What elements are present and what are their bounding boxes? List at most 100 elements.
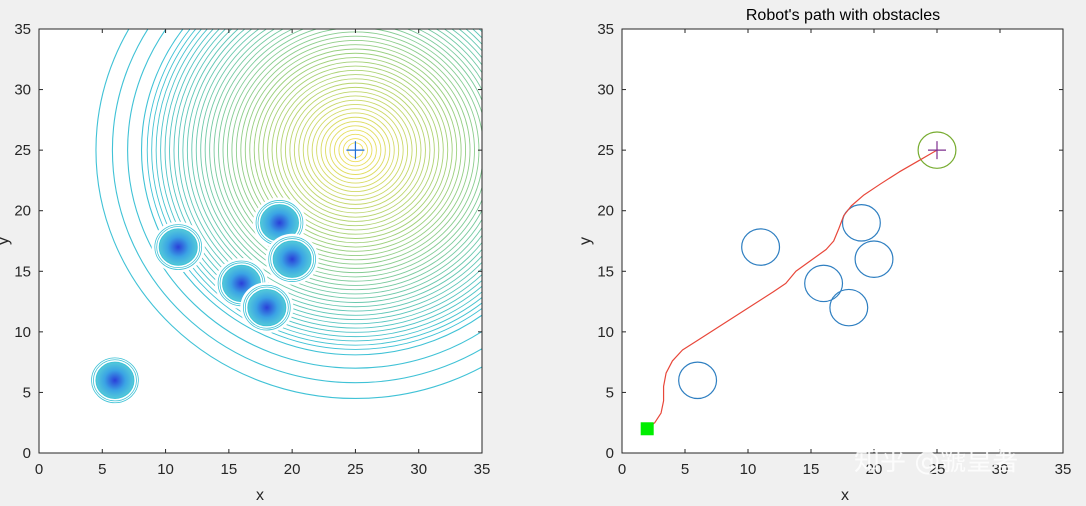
robot-path-marks — [640, 131, 957, 436]
watermark-text: 知乎 @虢皇著 — [854, 447, 1018, 477]
attractive-contour-ring — [141, 29, 482, 356]
robot-path-x-tick-label: 0 — [618, 461, 626, 478]
potential-field-x-tick-label: 35 — [474, 461, 491, 478]
robot-path-x-tick-label: 30 — [992, 461, 1009, 478]
attractive-contour-ring — [249, 48, 462, 252]
attractive-contour-ring — [271, 69, 440, 231]
potential-field-x-tick-label: 10 — [157, 461, 174, 478]
attractive-contour-ring — [191, 29, 482, 308]
potential-field-y-tick-label: 20 — [14, 203, 31, 220]
robot-path-y-axis-label: y — [577, 237, 594, 245]
robot-path-y-tick-label: 20 — [597, 203, 614, 220]
obstacle-circle — [854, 240, 894, 278]
attractive-contour-ring — [235, 35, 475, 265]
robot-path-y-tick-label: 15 — [597, 263, 614, 280]
attractive-contour-ring — [284, 82, 426, 218]
attractive-contour-ring — [325, 121, 386, 180]
potential-field-y-tick-label: 15 — [14, 263, 31, 280]
potential-field-x-tick-label: 30 — [410, 461, 427, 478]
attractive-contour-ring — [293, 91, 417, 210]
attractive-contour-ring — [222, 29, 482, 278]
attractive-contour-ring — [307, 104, 404, 197]
robot-path-axes-frame — [621, 28, 1064, 454]
attractive-contour-ring — [182, 29, 482, 316]
potential-field-contours — [88, 29, 482, 406]
attractive-contour-ring — [213, 29, 482, 286]
robot-path-x-tick-label: 5 — [681, 461, 689, 478]
attractive-contour-ring — [240, 40, 471, 261]
obstacle-contour-ring — [243, 284, 291, 331]
attractive-contour-ring — [200, 29, 482, 299]
robot-path-ticks: 0 5 10 15 20 25 30 35 0 5 10 15 20 25 30 35 — [597, 21, 1071, 478]
potential-field-x-tick-label: 25 — [347, 461, 364, 478]
obstacle-contour-ring — [91, 357, 139, 404]
potential-field-axes-frame — [38, 28, 483, 454]
attractive-contour-ring — [95, 29, 482, 399]
potential-field-x-axis-label: x — [256, 487, 264, 504]
attractive-contour-ring — [320, 116, 391, 184]
robot-path-axes: 0 5 10 15 20 25 30 35 0 5 10 15 20 25 30 35 Robot's pat… — [577, 7, 1071, 504]
attractive-contour-ring — [195, 29, 482, 303]
attractive-contour-ring — [160, 29, 482, 338]
attractive-contour-ring — [329, 125, 382, 175]
obstacle-contour-ring — [244, 286, 289, 329]
attractive-contour-ring — [155, 29, 482, 342]
attractive-contour-ring — [173, 29, 482, 325]
attractive-contour-ring — [111, 29, 482, 384]
attractive-contour-ring — [333, 129, 377, 171]
robot-path-y-tick-label: 25 — [597, 142, 614, 159]
attractive-contour-ring — [262, 61, 449, 239]
robot-path-line — [646, 149, 938, 430]
obstacle-circle — [804, 264, 844, 303]
robot-path-x-tick-label: 15 — [803, 461, 820, 478]
obstacle-contour-ring — [93, 359, 137, 402]
attractive-contour-ring — [204, 29, 482, 295]
potential-field-y-tick-label: 30 — [14, 82, 31, 99]
attractive-contour-ring — [244, 44, 467, 257]
obstacle-contour-ring — [156, 226, 201, 269]
obstacle-circle — [841, 204, 881, 242]
attractive-contour-ring — [280, 78, 431, 222]
attractive-contour-ring — [164, 29, 482, 333]
obstacle-circle — [741, 228, 781, 266]
obstacle-circle — [678, 361, 718, 400]
potential-field-y-tick-label: 0 — [23, 445, 31, 462]
attractive-contour-ring — [209, 29, 482, 291]
attractive-contour-ring — [267, 65, 444, 235]
obstacle-potential-well — [158, 228, 198, 266]
robot-path-plot-area — [622, 29, 1063, 453]
attractive-contour-ring — [218, 29, 482, 282]
obstacle-contour-ring — [154, 224, 203, 270]
attractive-contour-ring — [151, 29, 482, 346]
attractive-contour-ring — [316, 112, 395, 188]
attractive-contour-ring — [289, 86, 422, 214]
attractive-contour-ring — [169, 29, 482, 329]
robot-path-y-tick-label: 35 — [597, 21, 614, 38]
obstacle-potential-well — [272, 240, 312, 278]
potential-field-x-tick-label: 5 — [98, 461, 106, 478]
attractive-contour-ring — [342, 138, 368, 163]
potential-field-y-tick-label: 35 — [14, 21, 31, 38]
attractive-contour-ring — [258, 57, 453, 244]
robot-path-chart-title: Robot's path with obstacles — [746, 7, 940, 24]
attractive-contour-ring — [298, 95, 413, 205]
obstacle-circle — [829, 288, 869, 327]
obstacle-contour-ring — [268, 236, 316, 282]
robot-path-y-tick-label: 10 — [597, 324, 614, 341]
attractive-contour-ring — [302, 99, 409, 201]
obstacle-potential-well — [95, 361, 135, 399]
goal-circle — [917, 131, 957, 169]
potential-field-y-tick-label: 5 — [23, 384, 31, 401]
obstacle-contour-ring — [270, 238, 315, 281]
attractive-contour-ring — [338, 133, 373, 167]
potential-field-x-tick-label: 20 — [284, 461, 301, 478]
attractive-contour-ring — [146, 29, 482, 350]
obstacle-potential-well — [247, 288, 287, 327]
attractive-contour-ring — [276, 74, 435, 227]
potential-field-ticks: 0 5 10 15 20 25 30 35 0 5 10 15 20 25 30 35 — [14, 21, 490, 478]
potential-field-y-tick-label: 10 — [14, 324, 31, 341]
attractive-contour-ring — [227, 29, 482, 274]
robot-path-x-tick-label: 25 — [929, 461, 946, 478]
potential-field-x-tick-label: 0 — [35, 461, 43, 478]
